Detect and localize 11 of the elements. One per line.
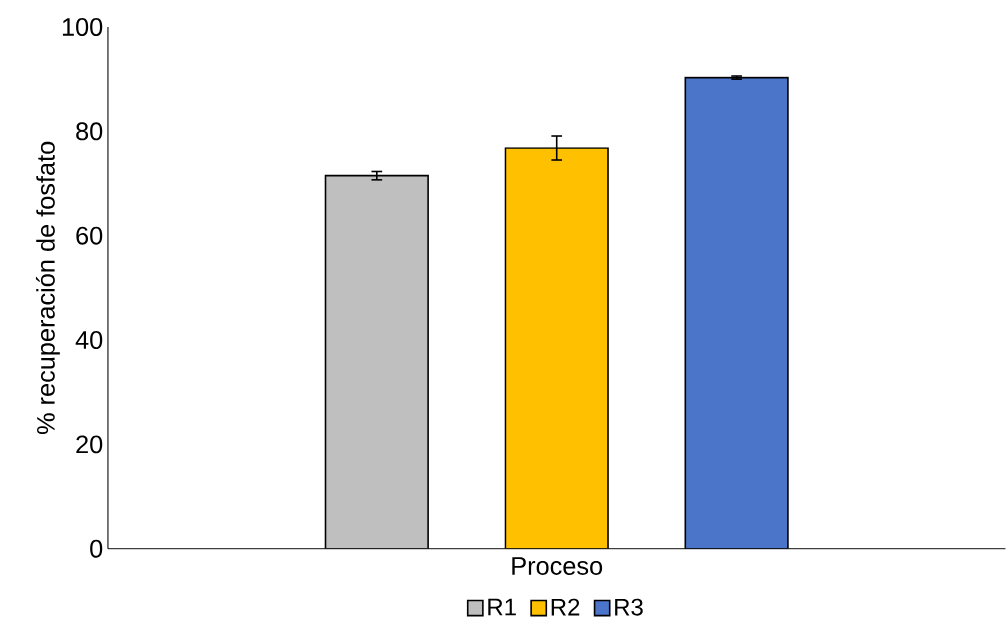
- y-axis-title: % recuperación de fosfato: [35, 142, 60, 435]
- y-tick-label: 20: [76, 435, 103, 454]
- legend-label: R1: [488, 598, 516, 616]
- legend-label: R3: [615, 598, 643, 616]
- y-tick-label: 40: [75, 331, 103, 350]
- x-axis-title: Proceso: [512, 557, 603, 576]
- y-tick-label: 0: [90, 539, 103, 558]
- y-tick-label: 100: [62, 18, 103, 37]
- y-tick-label: 60: [76, 226, 103, 245]
- legend-label: R2: [551, 598, 580, 616]
- y-tick-label: 80: [76, 122, 103, 141]
